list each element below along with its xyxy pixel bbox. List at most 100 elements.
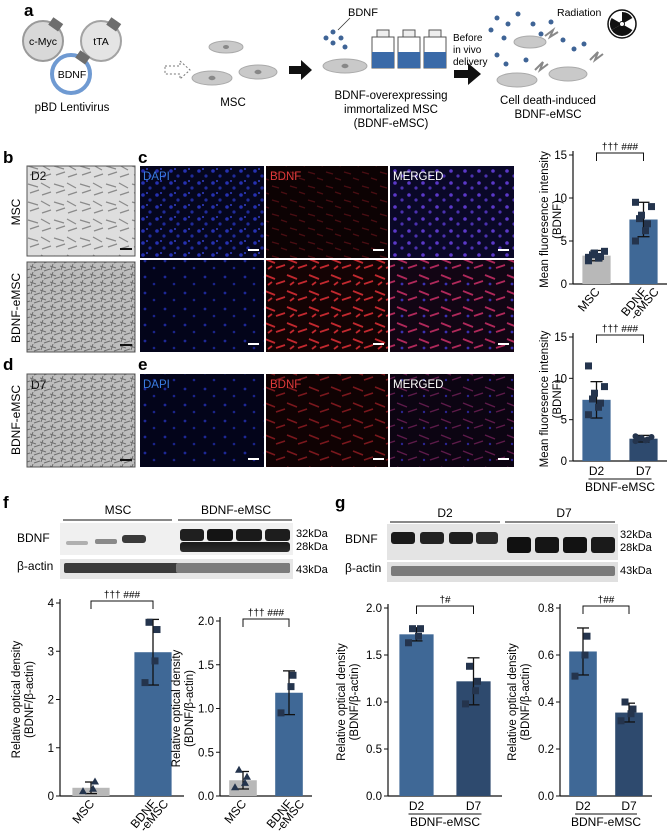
blot-group-msc: MSC <box>105 503 132 517</box>
data-point <box>632 198 639 206</box>
data-point <box>617 717 625 725</box>
channel-bdnf: BDNF <box>270 379 301 391</box>
chart-optical-density-g-right: 0.0 0.2 0.4 0.6 0.8 Relative optical density(… <box>507 595 652 829</box>
label-tta: tTA <box>93 36 109 48</box>
significance-annotation: ††† ### <box>602 324 639 335</box>
panel-label-g: g <box>335 493 345 512</box>
data-point <box>621 698 629 706</box>
panel-label-c: c <box>138 148 147 167</box>
data-point <box>151 657 159 665</box>
significance-bracket <box>596 152 644 161</box>
image-bdnf-d7 <box>266 374 388 467</box>
micrograph-msc-d2 <box>26 165 136 257</box>
x-tick-label: D2 <box>575 799 591 813</box>
y-axis-label: (BDNF/β-actin) <box>24 661 36 738</box>
x-tick-label: MSC <box>575 285 603 315</box>
y-tick-label: 0.5 <box>198 747 214 759</box>
significance-annotation: ††† ### <box>104 590 141 601</box>
data-point <box>235 765 243 773</box>
data-point <box>648 203 655 211</box>
y-tick-label: 1.0 <box>198 704 214 716</box>
data-point <box>585 411 592 419</box>
channel-bdnf: BDNF <box>270 171 301 183</box>
label-radiation: Radiation <box>557 7 602 19</box>
y-tick-label: 2.0 <box>198 616 214 628</box>
data-point <box>289 671 297 679</box>
x-tick-label: D2 <box>589 464 605 478</box>
data-point <box>141 679 149 687</box>
image-merged-d7 <box>390 374 514 467</box>
data-point <box>79 787 87 795</box>
micrograph-bdnf-emsc-d7 <box>26 373 136 468</box>
data-point <box>472 687 479 695</box>
y-tick-label: 1.0 <box>366 697 382 709</box>
data-point <box>581 651 589 659</box>
arrow-icon <box>454 63 481 85</box>
label-immortalized-1: BDNF-overexpressing <box>334 90 447 102</box>
micrograph-bdnf-emsc-d2 <box>26 261 136 353</box>
data-point <box>601 383 608 391</box>
chart-optical-density-f-right: 0.0 0.5 1.0 1.5 2.0 Relative optical density(… <box>171 608 312 835</box>
data-point <box>462 700 469 708</box>
channel-dapi: DAPI <box>143 379 170 391</box>
row-label-bdnf-emsc-d7: BDNF-eMSC <box>9 385 23 455</box>
arrow-icon <box>289 60 312 80</box>
data-point <box>597 399 604 407</box>
y-tick-label: 5 <box>561 236 567 248</box>
y-tick-label: 3 <box>48 646 54 658</box>
tag-d2: D2 <box>31 169 47 183</box>
y-tick-label: 0 <box>48 791 54 803</box>
channel-dapi: DAPI <box>143 171 170 183</box>
kda-43: 43kDa <box>620 565 653 577</box>
significance-bracket <box>582 605 630 614</box>
row-label-msc: MSC <box>9 198 23 225</box>
blot-row-actin: β-actin <box>17 559 53 573</box>
panel-label-b: b <box>3 148 13 167</box>
y-axis-label: Relative optical density <box>507 643 519 761</box>
panel-g-blot: g D2 D7 BDNF β-actin 32kDa 28kDa 43kDa <box>335 493 653 582</box>
channel-merged: MERGED <box>393 171 443 183</box>
significance-annotation: †# <box>439 595 451 606</box>
data-point <box>417 625 424 633</box>
y-axis-label: Relative optical density <box>171 649 183 767</box>
dying-cell <box>513 35 547 49</box>
dashed-arrow-icon <box>164 59 191 81</box>
blot-bands-actin <box>64 563 290 573</box>
image-merged-msc <box>390 166 514 258</box>
y-tick-label: 0.8 <box>538 603 554 615</box>
blot-group-d2: D2 <box>437 506 453 520</box>
y-tick-label: 0.0 <box>538 791 554 803</box>
plasmid-tta <box>80 20 122 62</box>
data-point <box>231 783 239 791</box>
significance-bracket <box>416 605 474 614</box>
bdnf-pointer-line <box>337 17 351 31</box>
y-tick-label: 2.0 <box>366 603 382 615</box>
y-axis-label: Relative optical density <box>336 643 348 761</box>
image-dapi-msc <box>140 166 264 258</box>
data-point <box>632 237 639 245</box>
group-label: BDNF-eMSC <box>585 480 655 494</box>
radiation-icon <box>607 9 637 39</box>
y-axis-label: (BDNF/β-actin) <box>520 663 532 740</box>
y-tick-label: 0.4 <box>538 697 555 709</box>
data-point <box>145 618 153 626</box>
data-point <box>89 784 97 792</box>
label-immortalized-3: (BDNF-eMSC) <box>354 118 429 130</box>
plasmid-c-myc <box>22 20 64 62</box>
y-tick-label: 10 <box>554 193 567 205</box>
x-tick-label: MSC <box>69 797 97 827</box>
significance-bracket <box>596 334 644 343</box>
kda-43: 43kDa <box>296 564 329 576</box>
data-point <box>591 249 598 257</box>
label-before-1: Before <box>453 33 483 44</box>
y-axis-label: Relative optical density <box>11 640 23 758</box>
data-point <box>632 433 639 440</box>
dying-cell <box>496 72 538 88</box>
data-point <box>571 672 579 680</box>
y-axis-label: (BDNF) <box>552 200 564 239</box>
x-tick-label: MSC <box>221 797 249 827</box>
image-bdnf-bdnf-emsc <box>266 260 388 352</box>
dying-cell <box>548 66 588 82</box>
